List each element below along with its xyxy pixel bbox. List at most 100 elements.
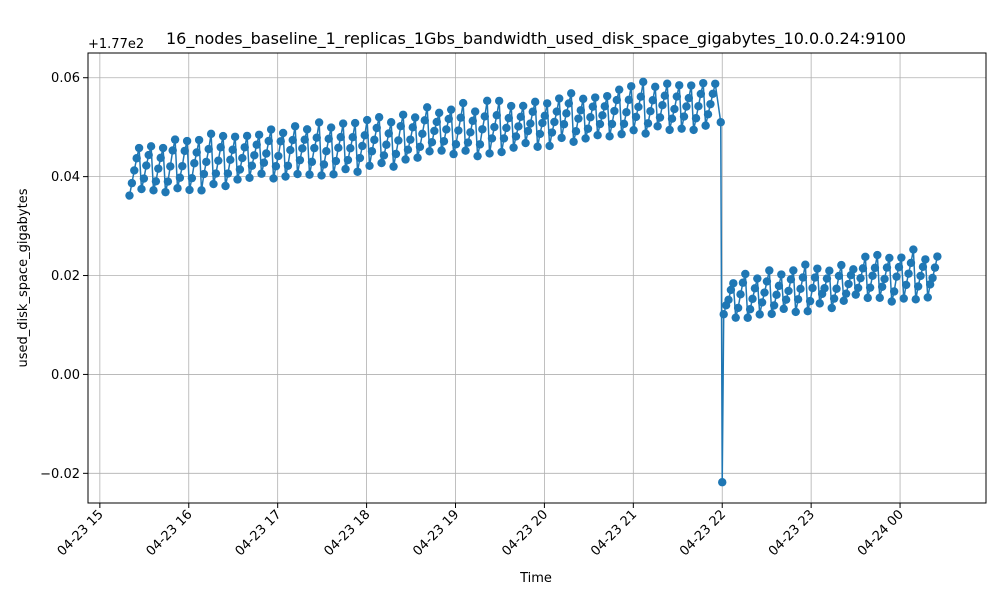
data-point [413,153,422,162]
data-point [538,118,547,128]
data-point [571,127,581,136]
data-point [348,133,357,142]
data-point [906,258,916,268]
data-point [492,111,501,120]
data-point [523,126,533,136]
data-point [610,106,619,116]
data-point [166,162,175,171]
data-point [767,309,776,319]
data-point [718,478,727,487]
data-point [331,156,341,166]
data-point [916,271,925,281]
data-point [598,111,607,120]
data-point [437,146,446,155]
data-point [772,290,781,300]
data-point [374,113,384,122]
data-point [422,103,432,112]
data-point [154,164,163,173]
data-point [456,113,465,122]
data-point [897,253,906,262]
data-point [875,293,884,303]
data-point [346,144,355,153]
data-point [487,134,497,143]
data-point [559,120,569,129]
data-point [641,129,650,138]
data-point [733,303,743,313]
data-point [600,102,610,111]
data-point [679,112,689,121]
data-point [636,92,646,101]
data-point [743,313,752,322]
data-point [696,89,706,99]
data-point [781,295,791,304]
data-point [684,93,694,103]
data-point [581,134,590,143]
data-point [617,129,626,139]
data-point [276,137,285,146]
data-point [146,142,156,151]
data-point [796,284,805,294]
data-point [552,107,561,116]
y-tick-label: 0.06 [51,71,80,86]
data-point [466,128,475,137]
data-point [266,125,276,134]
data-point [586,113,595,122]
data-point [615,85,624,94]
data-point [865,283,875,292]
data-point [494,96,504,106]
data-point [691,114,701,123]
data-point [394,136,403,145]
data-point [535,129,545,139]
data-point [149,186,158,195]
data-point [473,151,482,161]
data-point [777,270,786,279]
data-point [310,143,319,153]
data-point [550,117,559,127]
data-point [290,122,300,131]
data-point [233,175,242,184]
x-tick-label: 04-23 20 [499,507,551,559]
data-point [849,265,858,274]
data-point [293,169,302,179]
data-point [832,284,841,293]
data-point [622,108,631,117]
y-tick-label: 0.02 [51,269,80,284]
data-point [810,273,820,282]
data-point [163,177,173,186]
data-point [458,98,468,108]
y-tick-label: 0.04 [51,170,80,185]
data-point [194,135,204,145]
data-point [726,285,736,295]
data-point [868,271,877,280]
data-point [478,125,487,134]
data-point [281,172,290,181]
data-point [706,99,715,109]
data-point [672,92,682,101]
data-point [338,119,348,128]
data-point [343,155,353,165]
data-point [634,102,643,112]
data-point [719,310,728,319]
data-point [540,111,549,121]
data-point [894,262,904,272]
data-point [853,283,863,293]
data-point [564,99,573,108]
data-point [425,147,434,156]
data-point [545,141,554,151]
data-point [885,253,894,263]
data-point [603,91,612,101]
data-point [430,126,439,136]
data-point [760,288,769,297]
data-point [245,173,254,183]
data-point [607,119,617,129]
series-line [128,81,939,483]
data-point [264,136,273,146]
data-point [660,91,670,100]
data-point [861,252,870,262]
data-point [627,82,636,91]
data-point [844,279,853,289]
x-tick-label: 04-23 18 [321,507,373,559]
data-point [187,173,197,183]
data-point [242,131,252,141]
x-axis-label: Time [519,571,552,586]
